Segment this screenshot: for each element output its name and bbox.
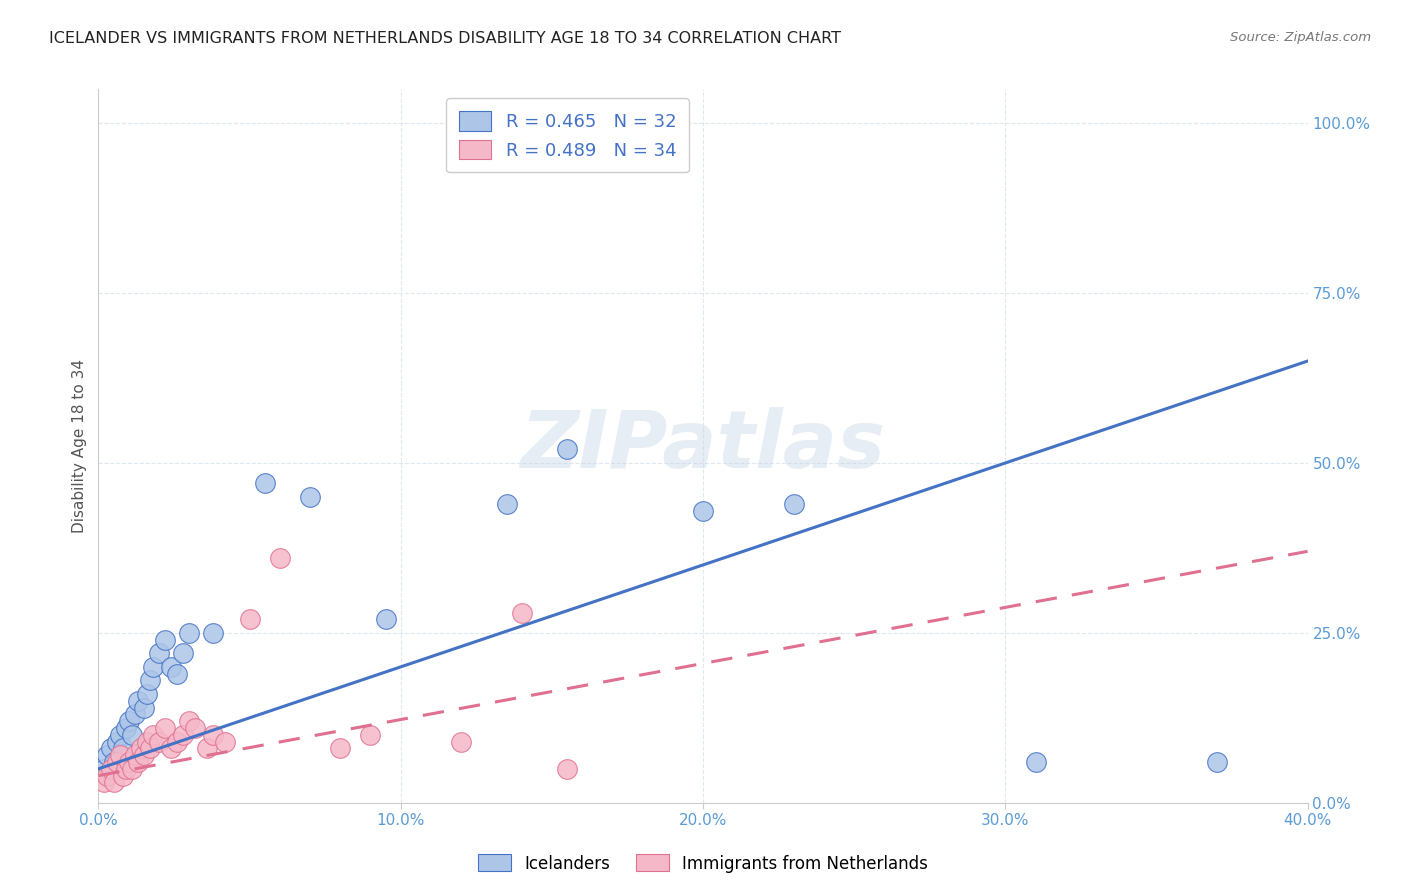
- Point: [1206, 755, 1229, 769]
- Point: [121, 728, 143, 742]
- Point: [555, 442, 578, 457]
- Point: [96, 769, 118, 783]
- Point: [510, 606, 533, 620]
- Point: [111, 769, 134, 783]
- Point: [129, 741, 152, 756]
- Point: [160, 741, 183, 756]
- Point: [135, 734, 157, 748]
- Point: [374, 612, 396, 626]
- Point: [142, 660, 165, 674]
- Point: [139, 673, 162, 688]
- Point: [132, 748, 155, 763]
- Point: [195, 741, 218, 756]
- Point: [124, 748, 146, 763]
- Point: [253, 476, 276, 491]
- Text: ICELANDER VS IMMIGRANTS FROM NETHERLANDS DISABILITY AGE 18 TO 34 CORRELATION CHA: ICELANDER VS IMMIGRANTS FROM NETHERLANDS…: [49, 31, 841, 46]
- Point: [172, 728, 194, 742]
- Point: [132, 700, 155, 714]
- Text: Source: ZipAtlas.com: Source: ZipAtlas.com: [1230, 31, 1371, 45]
- Point: [135, 687, 157, 701]
- Point: [153, 721, 176, 735]
- Point: [202, 626, 225, 640]
- Point: [118, 714, 141, 729]
- Point: [450, 734, 472, 748]
- Point: [783, 497, 806, 511]
- Point: [239, 612, 262, 626]
- Point: [93, 775, 115, 789]
- Point: [127, 694, 149, 708]
- Point: [114, 721, 136, 735]
- Point: [184, 721, 207, 735]
- Point: [555, 762, 578, 776]
- Point: [103, 775, 125, 789]
- Point: [139, 741, 162, 756]
- Point: [148, 646, 170, 660]
- Point: [329, 741, 352, 756]
- Point: [114, 762, 136, 776]
- Point: [118, 755, 141, 769]
- Point: [108, 748, 131, 763]
- Point: [100, 741, 122, 756]
- Point: [269, 551, 291, 566]
- Point: [100, 762, 122, 776]
- Point: [1024, 755, 1046, 769]
- Text: ZIPatlas: ZIPatlas: [520, 407, 886, 485]
- Point: [96, 748, 118, 763]
- Point: [160, 660, 183, 674]
- Point: [172, 646, 194, 660]
- Point: [179, 626, 201, 640]
- Point: [202, 728, 225, 742]
- Point: [105, 755, 128, 769]
- Point: [299, 490, 322, 504]
- Point: [108, 728, 131, 742]
- Point: [121, 762, 143, 776]
- Point: [495, 497, 517, 511]
- Point: [166, 666, 188, 681]
- Point: [214, 734, 236, 748]
- Point: [153, 632, 176, 647]
- Point: [105, 734, 128, 748]
- Point: [127, 755, 149, 769]
- Point: [692, 503, 714, 517]
- Point: [111, 741, 134, 756]
- Y-axis label: Disability Age 18 to 34: Disability Age 18 to 34: [72, 359, 87, 533]
- Point: [142, 728, 165, 742]
- Point: [179, 714, 201, 729]
- Point: [103, 755, 125, 769]
- Point: [93, 762, 115, 776]
- Legend: R = 0.465   N = 32, R = 0.489   N = 34: R = 0.465 N = 32, R = 0.489 N = 34: [446, 98, 689, 172]
- Point: [166, 734, 188, 748]
- Point: [124, 707, 146, 722]
- Point: [148, 734, 170, 748]
- Legend: Icelanders, Immigrants from Netherlands: Icelanders, Immigrants from Netherlands: [471, 847, 935, 880]
- Point: [360, 728, 382, 742]
